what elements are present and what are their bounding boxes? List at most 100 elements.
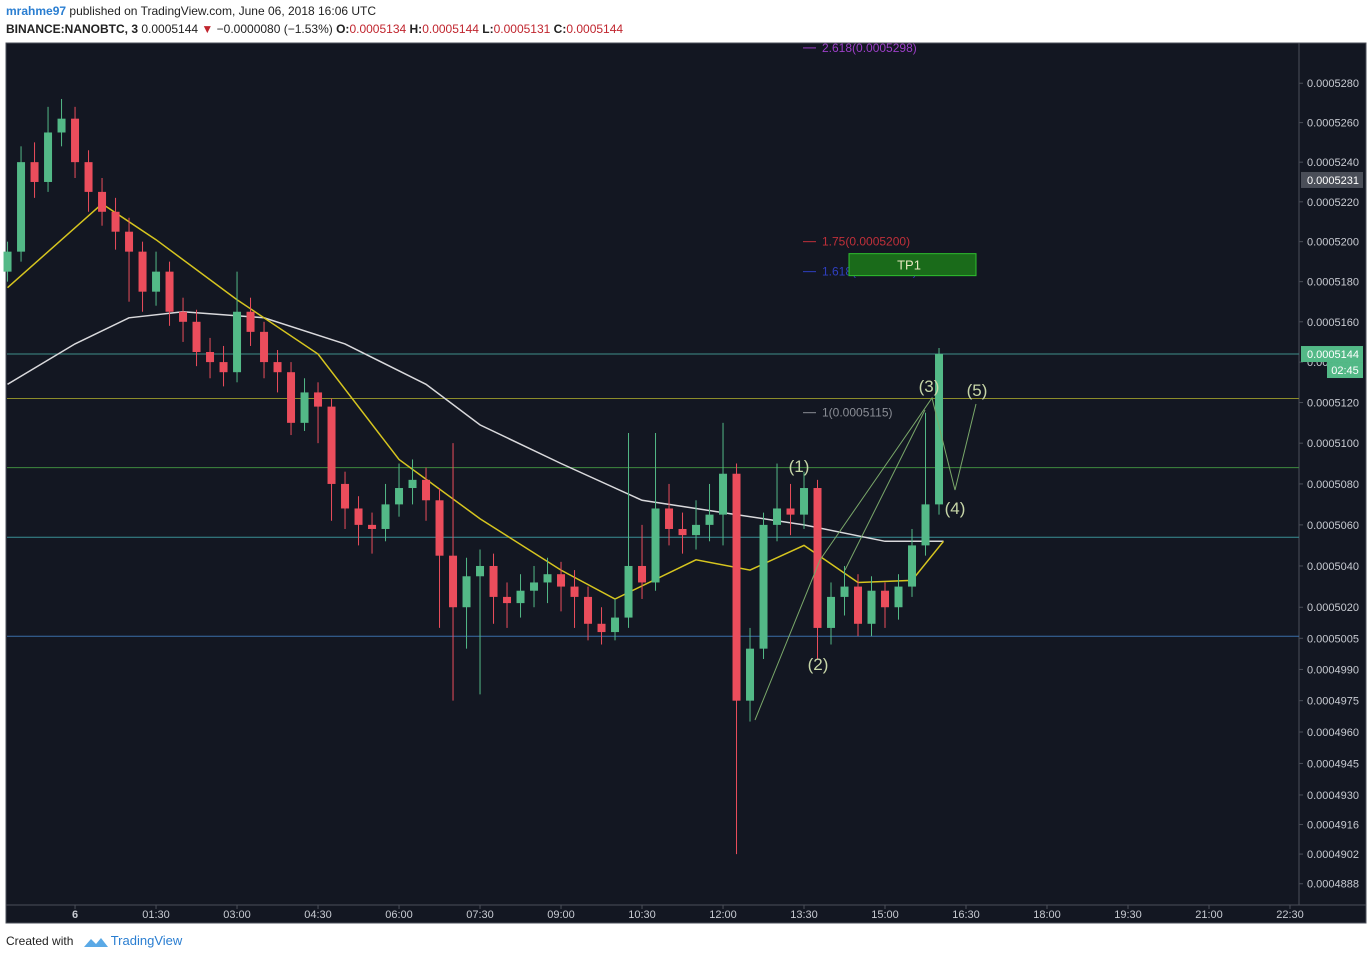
candle-body bbox=[827, 596, 836, 628]
candle-body bbox=[395, 488, 404, 505]
y-tick-label: 0.0005100 bbox=[1307, 438, 1359, 450]
price-tag-label: 0.0005231 bbox=[1307, 175, 1359, 187]
countdown-tag bbox=[1327, 362, 1363, 379]
candle-body bbox=[287, 372, 296, 423]
wave-path bbox=[844, 409, 926, 571]
ohlc-key: H: bbox=[409, 22, 423, 36]
candle-body bbox=[570, 586, 579, 597]
x-tick-label: 19:30 bbox=[1114, 909, 1142, 921]
author[interactable]: mrahme97 bbox=[6, 4, 67, 18]
y-tick-label: 0.0005180 bbox=[1307, 277, 1359, 289]
countdown-label: 02:45 bbox=[1331, 365, 1359, 377]
y-tick-label: 0.0005200 bbox=[1307, 237, 1359, 249]
candle-body bbox=[530, 582, 539, 591]
x-tick-label: 18:00 bbox=[1033, 909, 1061, 921]
candle-body bbox=[354, 508, 363, 525]
ohlc-key: O: bbox=[336, 22, 350, 36]
x-tick-label: 09:00 bbox=[547, 909, 575, 921]
candle-body bbox=[854, 586, 863, 624]
x-tick-label: 12:00 bbox=[709, 909, 737, 921]
target-box bbox=[848, 253, 977, 277]
symbol-line: BINANCE:NANOBTC, 3 0.0005144 ▼ −0.000008… bbox=[6, 22, 623, 36]
candle-body bbox=[368, 524, 377, 529]
price-tag bbox=[1301, 171, 1363, 188]
x-tick-label: 6 bbox=[72, 909, 78, 921]
candle-body bbox=[233, 311, 242, 373]
candle-body bbox=[449, 555, 458, 608]
x-tick-label: 03:00 bbox=[223, 909, 251, 921]
candle-body bbox=[800, 488, 809, 515]
x-tick-label: 07:30 bbox=[466, 909, 494, 921]
fib-label: 1(0.0005115) bbox=[822, 406, 893, 420]
candle-body bbox=[719, 473, 728, 515]
y-tick-label: 0.0004902 bbox=[1307, 849, 1359, 861]
wave-label: (2) bbox=[808, 655, 829, 674]
footer: Created with TradingView bbox=[6, 933, 182, 949]
ohlc-value: 0.0005131 bbox=[493, 22, 551, 36]
candle-body bbox=[584, 596, 593, 624]
y-tick-label: 0.0004945 bbox=[1307, 758, 1359, 770]
candle-body bbox=[624, 565, 633, 618]
candle-body bbox=[260, 331, 269, 363]
candle-body bbox=[786, 508, 795, 515]
candle-body bbox=[705, 514, 714, 525]
published: published on TradingView.com, June 06, 2… bbox=[69, 4, 377, 18]
candle-body bbox=[179, 311, 188, 322]
candle-body bbox=[30, 162, 39, 182]
fib-label: 1.75(0.0005200) bbox=[822, 235, 910, 249]
y-tick-label: 0.0005260 bbox=[1307, 118, 1359, 130]
x-tick-label: 13:30 bbox=[790, 909, 818, 921]
y-tick-label: 0.0004960 bbox=[1307, 727, 1359, 739]
candle-body bbox=[543, 574, 552, 583]
y-tick-label: 0.0005160 bbox=[1307, 317, 1359, 329]
candle-body bbox=[98, 191, 107, 212]
y-tick-label: 0.0004990 bbox=[1307, 664, 1359, 676]
x-tick-label: 01:30 bbox=[142, 909, 170, 921]
fib-label: 1.618(0.0005185) bbox=[822, 265, 917, 279]
candle-body bbox=[894, 586, 903, 608]
candle-body bbox=[219, 362, 228, 373]
y-tick-label: 0.0004930 bbox=[1307, 790, 1359, 802]
candle-body bbox=[692, 524, 701, 536]
fib-label: 2.618(0.0005298) bbox=[822, 41, 917, 55]
x-tick-label: 10:30 bbox=[628, 909, 656, 921]
ohlc-value: 0.0005134 bbox=[349, 22, 407, 36]
candle-body bbox=[867, 590, 876, 624]
candle-body bbox=[462, 576, 471, 608]
candle-body bbox=[300, 392, 309, 423]
candle-body bbox=[422, 479, 431, 501]
candle-body bbox=[435, 500, 444, 556]
candle-body bbox=[341, 483, 350, 509]
x-tick-label: 22:30 bbox=[1276, 909, 1304, 921]
candle-body bbox=[206, 352, 215, 363]
candle-body bbox=[746, 648, 755, 701]
x-tick-label: 16:30 bbox=[952, 909, 980, 921]
symbol: BINANCE:NANOBTC, 3 bbox=[6, 22, 138, 36]
candle-body bbox=[813, 488, 822, 628]
candle-body bbox=[557, 574, 566, 587]
x-tick-label: 04:30 bbox=[304, 909, 332, 921]
candle-body bbox=[152, 271, 161, 292]
candle-body bbox=[921, 504, 930, 546]
candle-body bbox=[597, 623, 606, 633]
candle-body bbox=[840, 586, 849, 597]
ohlc-value: 0.0005144 bbox=[566, 22, 624, 36]
change: −0.0000080 (−1.53%) bbox=[216, 22, 333, 36]
candle-body bbox=[111, 211, 120, 232]
x-tick-label: 06:00 bbox=[385, 909, 413, 921]
wave-label: (3) bbox=[919, 377, 940, 396]
candle-body bbox=[489, 565, 498, 597]
candle-body bbox=[935, 354, 944, 505]
y-tick-label: 0.0005040 bbox=[1307, 561, 1359, 573]
y-tick-label: 0.0004975 bbox=[1307, 696, 1359, 708]
candle-body bbox=[314, 392, 323, 407]
candle-body bbox=[408, 479, 417, 489]
candle-body bbox=[17, 162, 26, 252]
moving-average bbox=[7, 310, 944, 543]
x-tick-label: 21:00 bbox=[1195, 909, 1223, 921]
candle-body bbox=[192, 321, 201, 353]
brand[interactable]: TradingView bbox=[110, 933, 183, 948]
wave-label: (4) bbox=[945, 499, 966, 518]
y-tick-label: 0.0005080 bbox=[1307, 479, 1359, 491]
